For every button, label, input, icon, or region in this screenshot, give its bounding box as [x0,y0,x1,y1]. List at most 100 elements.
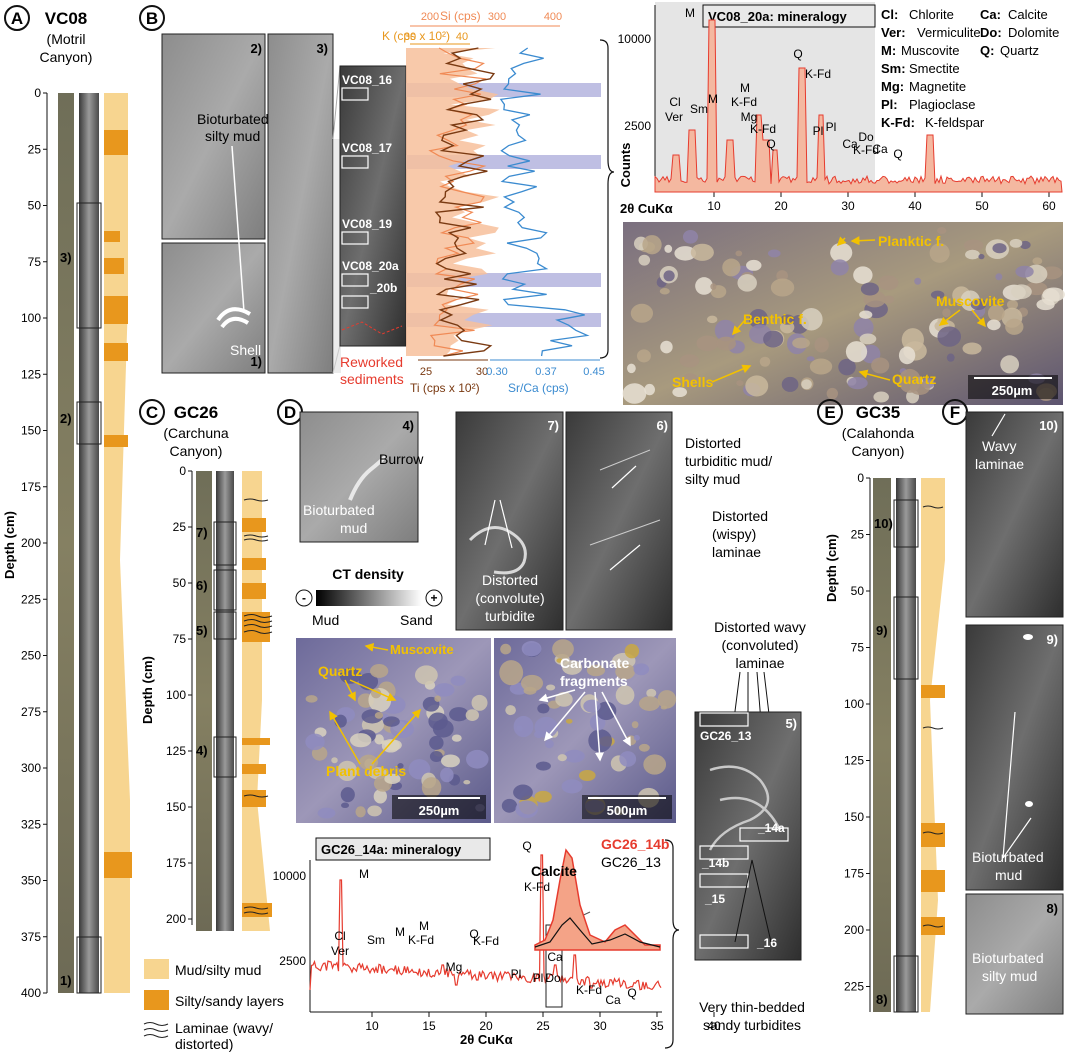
grain [992,243,1007,254]
xrd-top-title: VC08_20a: mineralogy [708,9,848,24]
arrow-d1-muscovite [364,642,389,652]
xrd-bottom-peak-label: Q [627,986,636,1000]
ct-plus-label: + [430,591,437,605]
depth-tick-label: 75 [28,255,42,269]
img5-label: 5) [785,716,797,731]
d-image-7-label: 7) [547,418,559,433]
grain [638,254,651,266]
b-xray-image-3 [267,33,334,374]
grain [930,290,945,299]
panel-c-letter: C [146,403,158,422]
xrd-bottom-trace [309,854,662,991]
grain [759,356,771,367]
gc26-core-photo [196,471,212,931]
grain [860,282,879,296]
img5-sample-label: _14a [757,821,785,835]
xrd-top-ytick: 2500 [624,119,651,133]
gc35-core-photo [873,478,891,1012]
grain [384,739,402,751]
panel-a-ticks: 0 25 50 75 100 125 150 175 200 225 250 275 300 325 350… [21,86,47,1000]
xrd-bottom-peak-label: M [359,867,369,881]
xrd-bottom-xtick-label: 10 [365,1019,379,1033]
grain [615,663,636,680]
grain [746,259,762,271]
xrd-legend-abbr: Ver: [881,25,906,40]
img5-sample-box [699,712,749,727]
b-si-tick: 400 [544,11,562,23]
d-xray-image-6 [565,411,673,631]
d-image-6-label: 6) [656,418,668,433]
depth-tick-label: 50 [851,584,865,598]
grain [682,373,699,389]
grain [534,730,544,739]
grain [434,695,441,702]
xrd-top-peak-label: Sm [690,102,708,116]
b-xray-image-2 [161,33,266,240]
grain [714,319,737,342]
xrd-top-xticks: 10 20 30 40 50 60 [707,192,1056,213]
grain [500,643,512,655]
panel-e-canyon-line2: Canyon) [852,443,905,459]
xrd-top-peak-label: M [685,6,695,20]
grain [873,391,889,403]
grain [776,270,789,282]
b-reworked-line1: Reworked [340,354,403,370]
arrow-d1-quartz [344,679,356,702]
d-convolute-line2: (convolute) [475,590,544,606]
xrd-bottom-ytick: 10000 [273,869,307,883]
gc26-inset-box-7 [213,521,237,566]
arrow-d1-plant-2 [371,708,421,765]
grain [588,729,612,753]
arrow-d2-carbonate-3 [594,691,604,762]
grain [736,380,744,386]
xrd-top-peak-label: Ca [872,142,888,156]
grain [337,760,358,781]
depth-tick-label: 150 [21,424,41,438]
grain [341,802,350,809]
grain [638,696,660,711]
grain [552,639,574,659]
b-sample-label: VC08_19 [342,217,392,231]
depth-tick-label: 300 [21,761,41,775]
vc08-inset-label-2: 2) [60,411,72,426]
xrd-top-peak-label: Mg [741,110,758,124]
micro-d1-plant-debris: Plant debris [326,763,406,779]
grain [556,658,563,663]
xrd-bottom-peak-label: Do [545,971,561,985]
img5-heading-line3: laminae [735,655,784,671]
grain [672,387,688,398]
xrd-legend-name: K-feldspar [925,115,985,130]
grain [370,664,389,678]
grain [826,387,838,400]
depth-tick-label: 125 [844,754,864,768]
depth-tick-label: 0 [34,86,41,100]
b-ct-zoom-core [339,65,407,347]
grain [859,310,873,319]
f-xray-image-8 [965,893,1064,1015]
grain [814,337,829,353]
b-sample-box [341,295,369,309]
img5-footer-line2: sandy turbidites [703,1017,801,1033]
depth-tick-label: 25 [173,520,187,534]
gc35-inset-label-10: 10) [874,516,893,531]
gc35-inset-box-10 [893,499,919,548]
lithology-legend: Mud/silty mud Silty/sandy layers Laminae… [143,959,284,1052]
micro-top-label-planktic: Planktic f. [878,233,944,249]
gc35-sandy-layer [921,870,945,892]
xrd-legend-name: Magnetite [909,79,966,94]
grain [555,692,573,707]
arrow-muscovite [938,309,961,326]
grain [535,761,551,771]
legend-laminae-icon [143,1022,169,1038]
xrd-bottom-xticks: 10 15 20 25 30 35 40 [365,1012,721,1033]
grain [450,675,466,686]
depth-tick-label: 375 [21,930,41,944]
grain [660,705,668,710]
panel-e-letter: E [824,403,835,422]
grain [1036,299,1055,311]
gc26-sandy-layer [242,903,272,917]
grain [340,787,355,803]
grain [428,712,448,731]
grain [557,754,567,762]
